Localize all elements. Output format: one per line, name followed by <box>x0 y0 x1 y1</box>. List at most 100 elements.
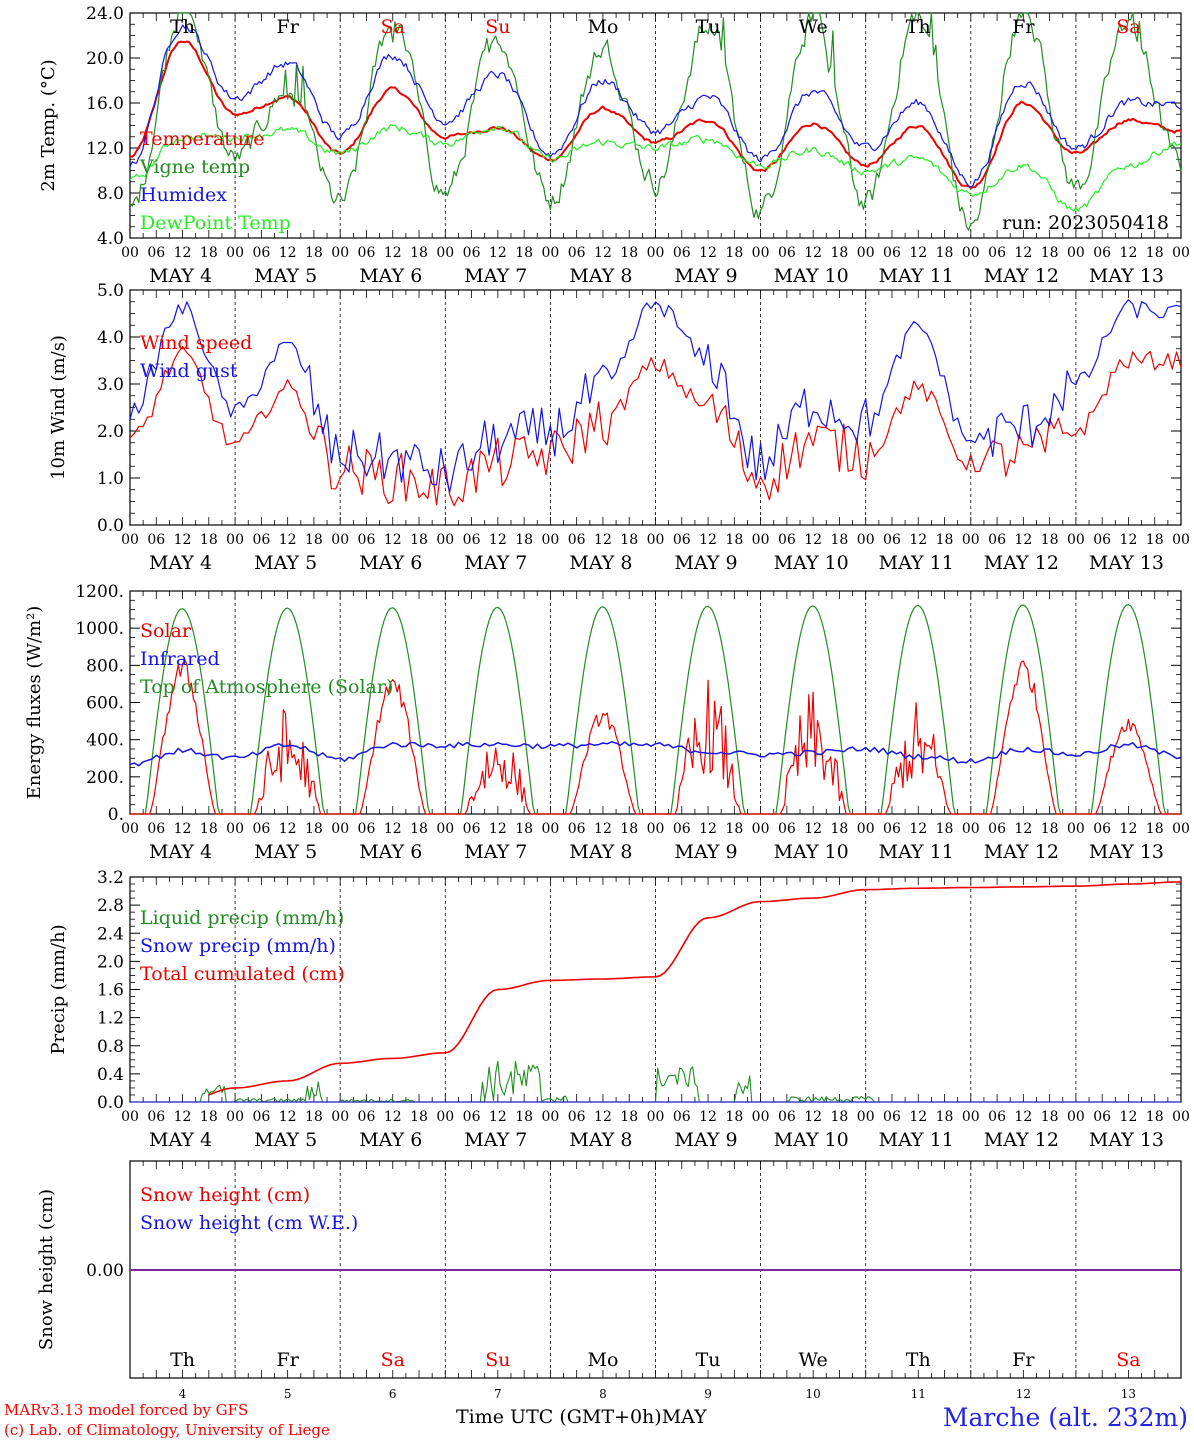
hour-label: 12 <box>1120 821 1138 837</box>
hour-label: 06 <box>778 821 796 837</box>
hour-label: 00 <box>1067 532 1085 548</box>
date-label: MAY 9 <box>675 265 738 287</box>
hour-label: 12 <box>1120 1109 1138 1125</box>
hour-label: 00 <box>857 532 875 548</box>
hour-label: 12 <box>489 532 507 548</box>
y-tick-label: 400. <box>86 731 124 751</box>
hour-label: 06 <box>252 1109 270 1125</box>
hour-label: 06 <box>358 1109 376 1125</box>
y-tick-label: 24.0 <box>86 4 124 24</box>
date-label: MAY 12 <box>984 552 1059 574</box>
legend-item: Snow precip (mm/h) <box>140 935 336 957</box>
y-tick-label: 600. <box>86 694 124 714</box>
hour-label: 18 <box>305 1109 323 1125</box>
hour-label: 12 <box>699 245 717 261</box>
hour-label: 12 <box>594 532 612 548</box>
date-label: MAY 12 <box>984 265 1059 287</box>
hour-label: 12 <box>909 1109 927 1125</box>
hour-label: 12 <box>279 821 297 837</box>
hour-label: 06 <box>673 821 691 837</box>
hour-label: 12 <box>489 245 507 261</box>
y-tick-label: 0.0 <box>97 1093 124 1113</box>
hour-label: 12 <box>279 1109 297 1125</box>
hour-label: 18 <box>725 1109 743 1125</box>
hour-label: 18 <box>305 532 323 548</box>
hour-label: 00 <box>647 821 665 837</box>
y-tick-label: 0.0 <box>97 516 124 536</box>
hour-label: 06 <box>883 245 901 261</box>
day-number: 8 <box>599 1387 607 1401</box>
series-line-solar <box>130 659 1181 815</box>
hour-label: 06 <box>988 1109 1006 1125</box>
hour-label: 12 <box>594 821 612 837</box>
date-label: MAY 7 <box>464 552 527 574</box>
date-label: MAY 12 <box>984 1129 1059 1151</box>
hour-label: 12 <box>489 1109 507 1125</box>
day-number: 6 <box>389 1387 397 1401</box>
hour-label: 18 <box>200 532 218 548</box>
legend-item: DewPoint Temp <box>140 212 291 234</box>
hour-label: 18 <box>725 821 743 837</box>
hour-label: 18 <box>305 821 323 837</box>
hour-label: 12 <box>909 245 927 261</box>
hour-label: 00 <box>1172 821 1190 837</box>
y-tick-label: 20.0 <box>86 49 124 69</box>
date-label: MAY 4 <box>149 552 212 574</box>
hour-label: 00 <box>647 532 665 548</box>
y-tick-label: 0. <box>108 805 124 825</box>
weekday-label: Sa <box>1116 16 1140 38</box>
hour-label: 18 <box>936 532 954 548</box>
y-tick-label: 8.0 <box>97 184 124 204</box>
hour-label: 00 <box>857 1109 875 1125</box>
hour-label: 00 <box>226 532 244 548</box>
weekday-label: Fr <box>277 1349 300 1371</box>
y-tick-label: 0.8 <box>97 1037 124 1057</box>
hour-label: 18 <box>1041 1109 1059 1125</box>
hour-label: 00 <box>541 245 559 261</box>
hour-label: 12 <box>594 1109 612 1125</box>
hour-label: 00 <box>541 821 559 837</box>
date-label: MAY 13 <box>1089 1129 1164 1151</box>
date-label: MAY 5 <box>254 552 317 574</box>
hour-label: 12 <box>384 821 402 837</box>
hour-label: 06 <box>778 532 796 548</box>
hour-label: 18 <box>831 821 849 837</box>
date-label: MAY 11 <box>879 841 954 863</box>
y-tick-label: 3.2 <box>97 868 124 888</box>
hour-label: 00 <box>436 1109 454 1125</box>
hour-label: 18 <box>1146 1109 1164 1125</box>
day-number: 9 <box>704 1387 712 1401</box>
legend-item: Wind speed <box>140 332 252 354</box>
hour-label: 18 <box>410 245 428 261</box>
hour-label: 00 <box>962 1109 980 1125</box>
hour-label: 00 <box>752 1109 770 1125</box>
hour-label: 00 <box>541 532 559 548</box>
day-number: 7 <box>494 1387 502 1401</box>
date-label: MAY 12 <box>984 841 1059 863</box>
panel-2: 0.0 1.0 2.0 3.0 4.0 5.0 10m Wind (m/s) 00 06 12 18… <box>48 281 1190 574</box>
hour-label: 00 <box>647 1109 665 1125</box>
hour-label: 18 <box>515 1109 533 1125</box>
run-label: run: 2023050418 <box>1002 212 1169 234</box>
panel-5: Snow height (cm) 0.00 Snow height (cm) Snow… <box>36 1160 1182 1401</box>
series-line-vigne-temp <box>129 12 1182 231</box>
date-label: MAY 10 <box>774 841 849 863</box>
date-label: MAY 13 <box>1089 841 1164 863</box>
weekday-label: Su <box>485 16 510 38</box>
panel-frame <box>129 12 1182 239</box>
series-line-dewpoint-temp <box>129 124 1182 212</box>
day-number: 10 <box>806 1387 821 1401</box>
hour-label: 00 <box>752 245 770 261</box>
hour-label: 00 <box>436 532 454 548</box>
weekday-label: Th <box>170 1349 195 1371</box>
hour-label: 00 <box>331 532 349 548</box>
hour-label: 12 <box>1120 245 1138 261</box>
hour-label: 12 <box>384 532 402 548</box>
day-number: 5 <box>284 1387 292 1401</box>
hour-label: 18 <box>1041 532 1059 548</box>
date-label: MAY 13 <box>1089 265 1164 287</box>
date-label: MAY 6 <box>359 552 422 574</box>
hour-label: 06 <box>1093 532 1111 548</box>
hour-label: 06 <box>988 532 1006 548</box>
hour-label: 12 <box>699 1109 717 1125</box>
